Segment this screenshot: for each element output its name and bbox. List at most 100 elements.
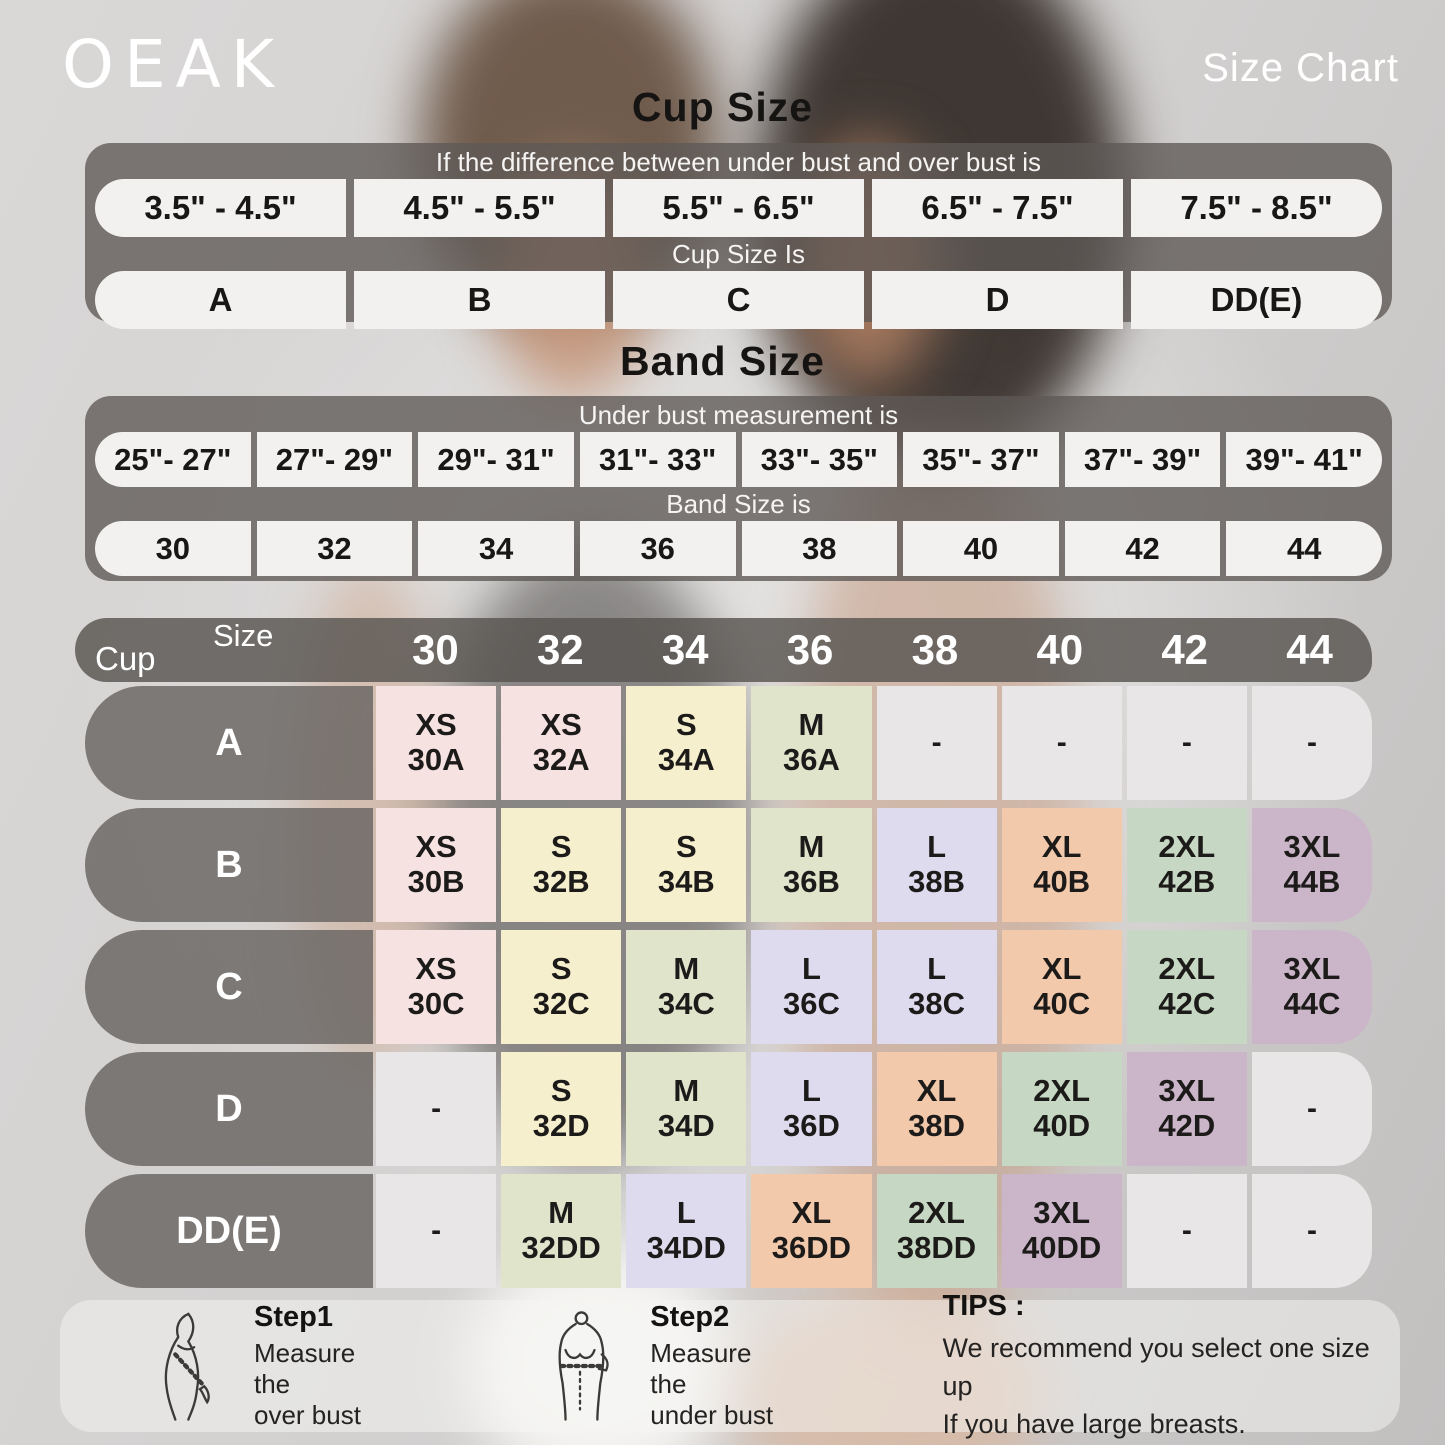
band-result-label: Band Size is [666,489,811,519]
size-cell: L 36D [751,1052,872,1166]
matrix-column-header: 36 [786,626,834,673]
band-number-cell: 40 [903,521,1059,576]
band-number-cell: 30 [95,521,251,576]
band-number-cell: 44 [1226,521,1382,576]
size-code: 34A [657,742,715,777]
cup-letter-cell: B [354,271,605,329]
size-cell: - [376,1174,497,1288]
size-cell: S 34A [626,686,747,800]
band-size-panel: Under bust measurement is 25"- 27" 27"- 2… [85,396,1392,581]
size-code: 34D [657,1108,715,1143]
matrix-row: B XS 30B S 32B S 34B M 36B L 38B XL 40B 2XL 42B 3XL 44B [85,808,1372,922]
size-cell: L 34DD [626,1174,747,1288]
matrix-row-cells: XS 30B S 32B S 34B M 36B L 38B XL 40B 2XL 42B 3XL 44B [376,808,1372,922]
cup-letter-cell: A [95,271,346,329]
cup-difference-cell: 7.5" - 8.5" [1131,179,1382,237]
size-code: 36D [783,1108,840,1143]
matrix-row-cells: - M 32DD L 34DD XL 36DD 2XL 38DD 3XL 40DD - - [376,1174,1372,1288]
size-cell: M 36A [751,686,872,800]
overbust-measure-icon [140,1311,228,1421]
cup-letter-cell: DD(E) [1131,271,1382,329]
cup-row-label-text: B [215,843,243,886]
size-cell: M 36B [751,808,872,922]
cup-difference-cell: 5.5" - 6.5" [613,179,864,237]
size-cell: L 38C [876,930,997,1044]
size-label: XL [1041,829,1082,865]
size-label: L [676,1195,696,1231]
size-label: L [927,829,947,865]
size-label: M [673,951,700,987]
cup-result-label: Cup Size Is [672,239,805,269]
cup-letter-cell: D [872,271,1123,329]
band-measurement-cell: 33"- 35" [741,432,898,487]
size-code: 38C [908,986,965,1021]
band-measurement-cell: 35"- 37" [903,432,1059,487]
size-code: 42B [1158,864,1216,899]
size-label: XS [415,707,457,743]
size-label: XL [916,1073,957,1109]
size-code: 40D [1033,1108,1091,1143]
size-label: 3XL [1283,951,1341,987]
size-label: 2XL [1158,829,1216,865]
matrix-column-header: 42 [1161,626,1209,673]
size-label: 3XL [1158,1073,1216,1109]
tips-line1: We recommend you select one size up [942,1332,1370,1401]
size-code: 34C [657,986,715,1021]
size-cell: S 32C [501,930,622,1044]
size-cell: XL 40B [1001,808,1122,922]
band-number-cell: 42 [1064,521,1221,576]
size-code: 32D [532,1108,590,1143]
tips-block: TIPS : We recommend you select one size … [943,1290,1400,1443]
size-code: 44C [1283,986,1341,1021]
cup-difference-cell: 6.5" - 7.5" [872,179,1123,237]
size-code: 32A [532,742,590,777]
size-cell: XS 32A [501,686,622,800]
matrix-column-header: 44 [1286,626,1333,673]
size-cell: M 34D [626,1052,747,1166]
band-number-cell: 34 [418,521,574,576]
size-cell: 3XL 40DD [1001,1174,1122,1288]
size-cell: S 32D [501,1052,622,1166]
size-label: XS [415,951,457,987]
matrix-column-header: 30 [412,626,459,673]
size-code: 36C [783,986,840,1021]
underbust-measure-icon [536,1311,624,1421]
step1-line2: over bust [254,1400,361,1430]
size-cell: - [1001,686,1122,800]
size-label: 3XL [1283,829,1341,865]
matrix-row: A XS 30A XS 32A S 34A M 36A - - - - [85,686,1372,800]
size-label: M [798,707,825,743]
size-label: L [801,951,821,987]
size-label: S [550,829,572,865]
cup-row-label: A [85,686,373,800]
brand-logo: OEAK [62,26,285,103]
size-cell: - [876,686,997,800]
size-cell: XL 38D [876,1052,997,1166]
cup-instruction: If the difference between under bust and… [435,147,1042,177]
measurement-footer: Step1 Measure the over bust Step2 Measur… [60,1290,1400,1439]
size-code: 30C [407,986,465,1021]
size-code: 40DD [1022,1230,1102,1265]
band-measurement-cell: 37"- 39" [1064,432,1221,487]
size-code: 36B [783,864,840,899]
size-label: S [550,951,572,987]
step1-block: Step1 Measure the over bust [254,1301,396,1431]
size-cell: L 38B [876,808,997,922]
size-label: 2XL [1033,1073,1091,1109]
matrix-corner-label: Size Cup [75,618,373,682]
size-cell: 2XL 40D [1001,1052,1122,1166]
cup-letter-row: A B C D DD(E) [95,271,1382,329]
size-label: XS [540,707,582,743]
tips-line2: If you have large breasts. [942,1408,1246,1439]
size-cell: XL 36DD [751,1174,872,1288]
matrix-column-headers: 30 32 34 36 38 40 42 44 [373,618,1372,682]
cup-difference-cell: 4.5" - 5.5" [354,179,605,237]
size-label: S [675,707,697,743]
size-code: 38DD [896,1230,977,1265]
matrix-column-header: 34 [661,626,709,673]
empty-dash: - [431,1214,442,1248]
size-code: 34DD [646,1230,726,1265]
empty-dash: - [1056,726,1067,760]
band-measurement-cell: 31"- 33" [579,432,736,487]
